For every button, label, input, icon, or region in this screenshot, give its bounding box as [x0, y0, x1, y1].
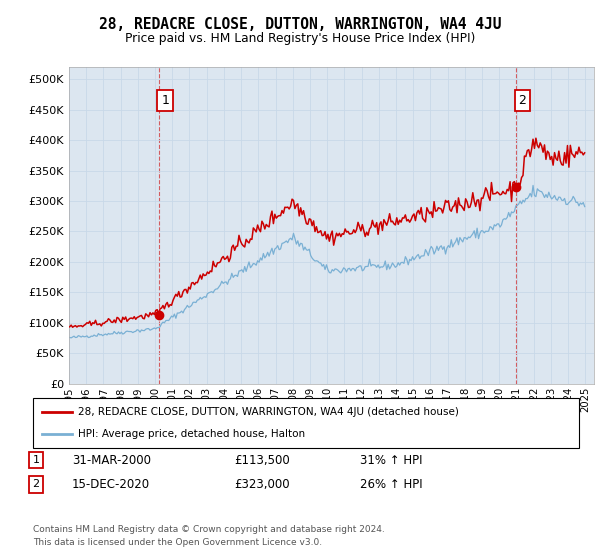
Text: HPI: Average price, detached house, Halton: HPI: Average price, detached house, Halt…	[78, 429, 305, 439]
Text: 31-MAR-2000: 31-MAR-2000	[72, 454, 151, 467]
Text: 26% ↑ HPI: 26% ↑ HPI	[360, 478, 422, 491]
Text: 28, REDACRE CLOSE, DUTTON, WARRINGTON, WA4 4JU (detached house): 28, REDACRE CLOSE, DUTTON, WARRINGTON, W…	[78, 407, 459, 417]
Text: 28, REDACRE CLOSE, DUTTON, WARRINGTON, WA4 4JU: 28, REDACRE CLOSE, DUTTON, WARRINGTON, W…	[99, 17, 501, 32]
Text: Price paid vs. HM Land Registry's House Price Index (HPI): Price paid vs. HM Land Registry's House …	[125, 32, 475, 45]
Text: 1: 1	[161, 94, 169, 107]
Text: 15-DEC-2020: 15-DEC-2020	[72, 478, 150, 491]
Text: £323,000: £323,000	[234, 478, 290, 491]
Text: 2: 2	[518, 94, 526, 107]
Text: 1: 1	[32, 455, 40, 465]
Text: Contains HM Land Registry data © Crown copyright and database right 2024.
This d: Contains HM Land Registry data © Crown c…	[33, 525, 385, 547]
Text: 31% ↑ HPI: 31% ↑ HPI	[360, 454, 422, 467]
Text: £113,500: £113,500	[234, 454, 290, 467]
Text: 2: 2	[32, 479, 40, 489]
